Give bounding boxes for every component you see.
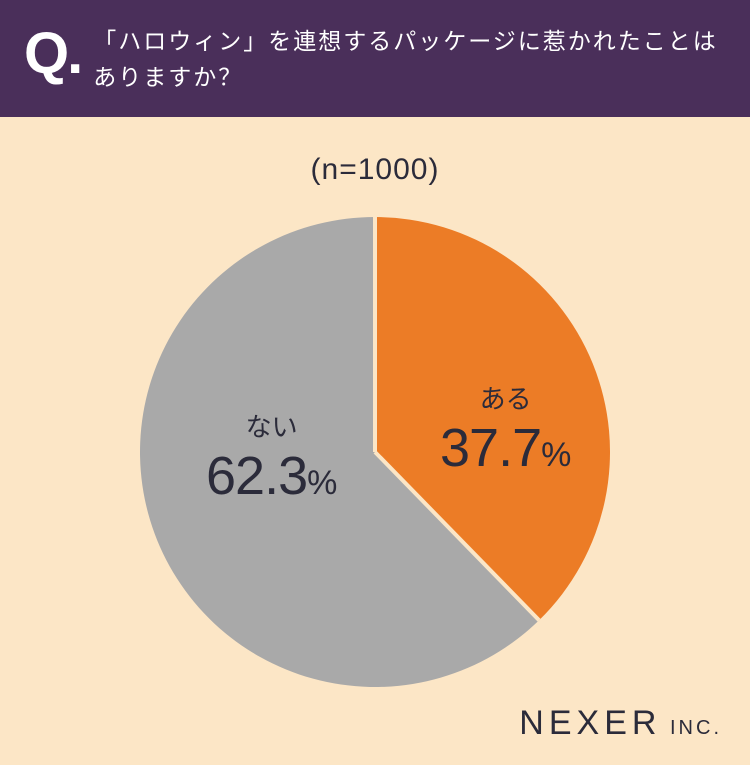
sample-size-label: (n=1000) [311,153,440,187]
question-text: 「ハロウィン」を連想するパッケージに惹かれたことはありますか？ [93,20,726,95]
slice-label-aru: ある 37.7% [440,385,571,479]
slice-name: ない [206,413,337,443]
percent-symbol: % [541,436,571,474]
q-letter: Q [24,21,67,86]
percent-symbol: % [307,464,337,502]
footer-brand: NEXER INC. [519,704,722,743]
slice-value: 37.7 [440,418,541,478]
brand-suffix: INC. [661,717,722,739]
brand-name: NEXER [519,704,661,742]
pie-chart: ある 37.7% ない 62.3% [140,217,610,687]
slice-name: ある [440,385,571,415]
slice-label-nai: ない 62.3% [206,413,337,507]
slice-value: 62.3 [206,446,307,506]
chart-area: (n=1000) ある 37.7% ない 62.3% NEXER INC. [0,117,750,765]
q-mark: Q. [24,20,83,87]
question-header: Q. 「ハロウィン」を連想するパッケージに惹かれたことはありますか？ [0,0,750,117]
q-dot: . [67,21,83,86]
